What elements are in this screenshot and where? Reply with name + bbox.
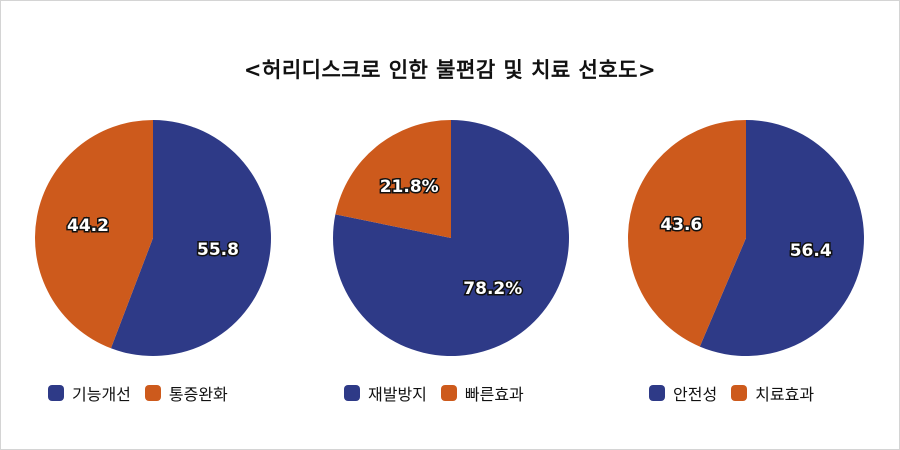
legend-swatch: [440, 385, 457, 401]
legend-swatch: [731, 385, 748, 401]
legend-label: 통증완화: [168, 385, 228, 404]
pie-slice: [627, 119, 746, 347]
pie-chart-1: 55.8 44.2: [34, 120, 271, 357]
slice-label: 44.2: [67, 216, 109, 236]
slice-label: 43.6: [660, 215, 702, 235]
legend-label: 재발방지: [368, 385, 427, 404]
pie-slice: [335, 120, 451, 238]
legend-item: 빠른효과: [440, 381, 524, 405]
legend-swatch: [144, 385, 161, 401]
legend-label: 기능개선: [72, 385, 131, 404]
legend-label: 빠른효과: [464, 385, 524, 404]
legend-2: 재발방지 빠른효과: [344, 381, 538, 405]
slice-label: 56.4: [790, 241, 832, 261]
legend-swatch: [48, 385, 64, 401]
legend-label: 치료효과: [755, 385, 815, 404]
slice-label: 21.8%: [380, 177, 439, 197]
legend-item: 안전성: [649, 381, 717, 405]
legend-item: 기능개선: [48, 381, 131, 405]
slice-label: 55.8: [197, 240, 239, 260]
legend-swatch: [649, 385, 665, 401]
slice-label: 78.2%: [463, 279, 522, 299]
legend-item: 재발방지: [344, 381, 427, 405]
legend-item: 통증완화: [144, 381, 228, 405]
legend-item: 치료효과: [731, 381, 814, 405]
pie-slice: [110, 120, 271, 357]
chart-title: <허리디스크로 인한 불편감 및 치료 선호도>: [243, 58, 657, 82]
pie-slice: [333, 120, 570, 356]
legend-1: 기능개선 통증완화: [48, 381, 242, 405]
legend-3: 안전성 치료효과: [649, 381, 828, 405]
legend-swatch: [344, 385, 360, 401]
pie-slice: [34, 120, 154, 349]
pie-slice: [699, 120, 864, 356]
legend-label: 안전성: [673, 385, 718, 404]
pie-chart-3: 56.4 43.6: [627, 119, 864, 356]
pie-chart-2: 78.2% 21.8%: [333, 120, 570, 356]
